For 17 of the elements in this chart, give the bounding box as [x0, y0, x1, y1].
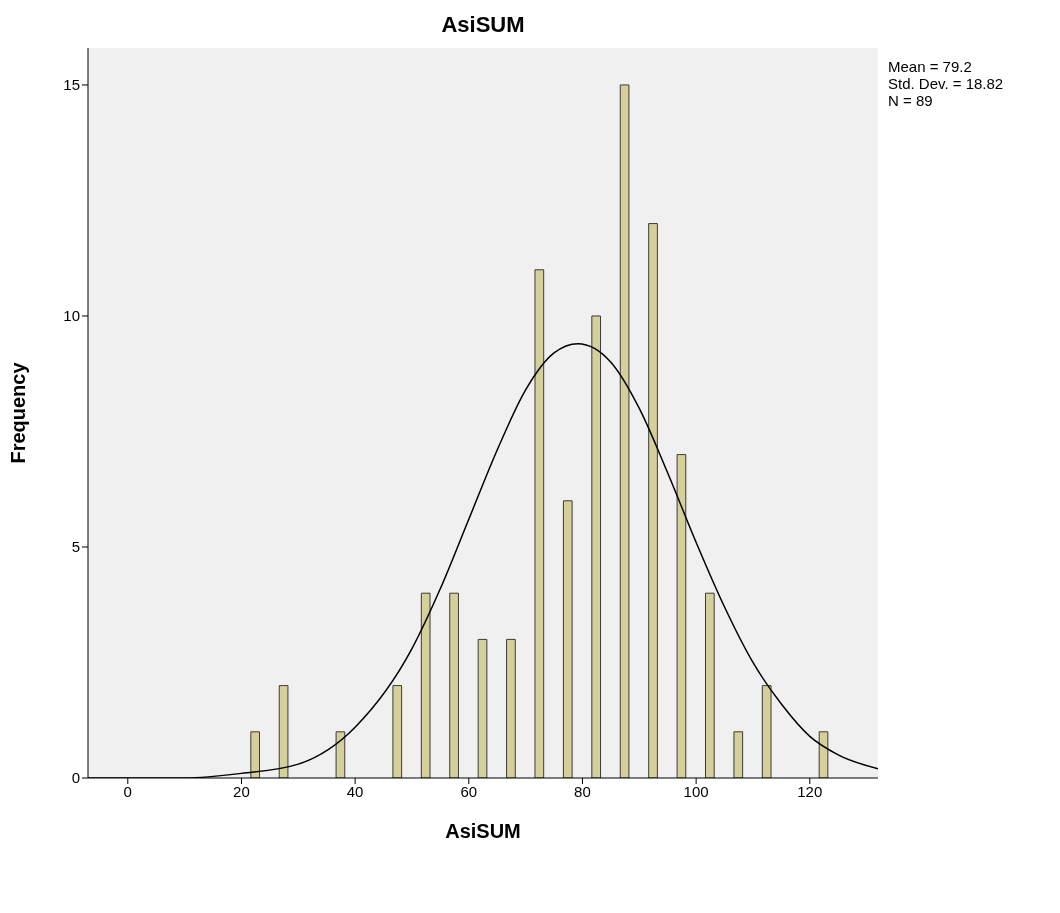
y-tick-label: 5 [71, 538, 80, 556]
text: N = 89 [888, 92, 934, 109]
text: Std. Dev. = 18.82 [888, 75, 1004, 92]
text: Mean = 79.2 [888, 58, 973, 75]
y-axis-title: Frequency [7, 361, 30, 464]
x-tick-label: 20 [233, 782, 250, 800]
y-tick-label: 15 [63, 76, 80, 94]
x-axis-title: AsiSUM [445, 820, 521, 842]
x-tick-label: 100 [683, 782, 709, 800]
x-tick-label: 80 [574, 782, 591, 800]
x-tick-label: 60 [460, 782, 478, 800]
x-tick-label: 120 [797, 782, 823, 800]
y-tick-label: 0 [71, 769, 80, 787]
chart-title: AsiSUM [440, 12, 526, 38]
x-tick-label: 40 [346, 782, 364, 800]
y-tick-label: 10 [63, 307, 80, 325]
x-tick-label: 0 [123, 782, 132, 800]
